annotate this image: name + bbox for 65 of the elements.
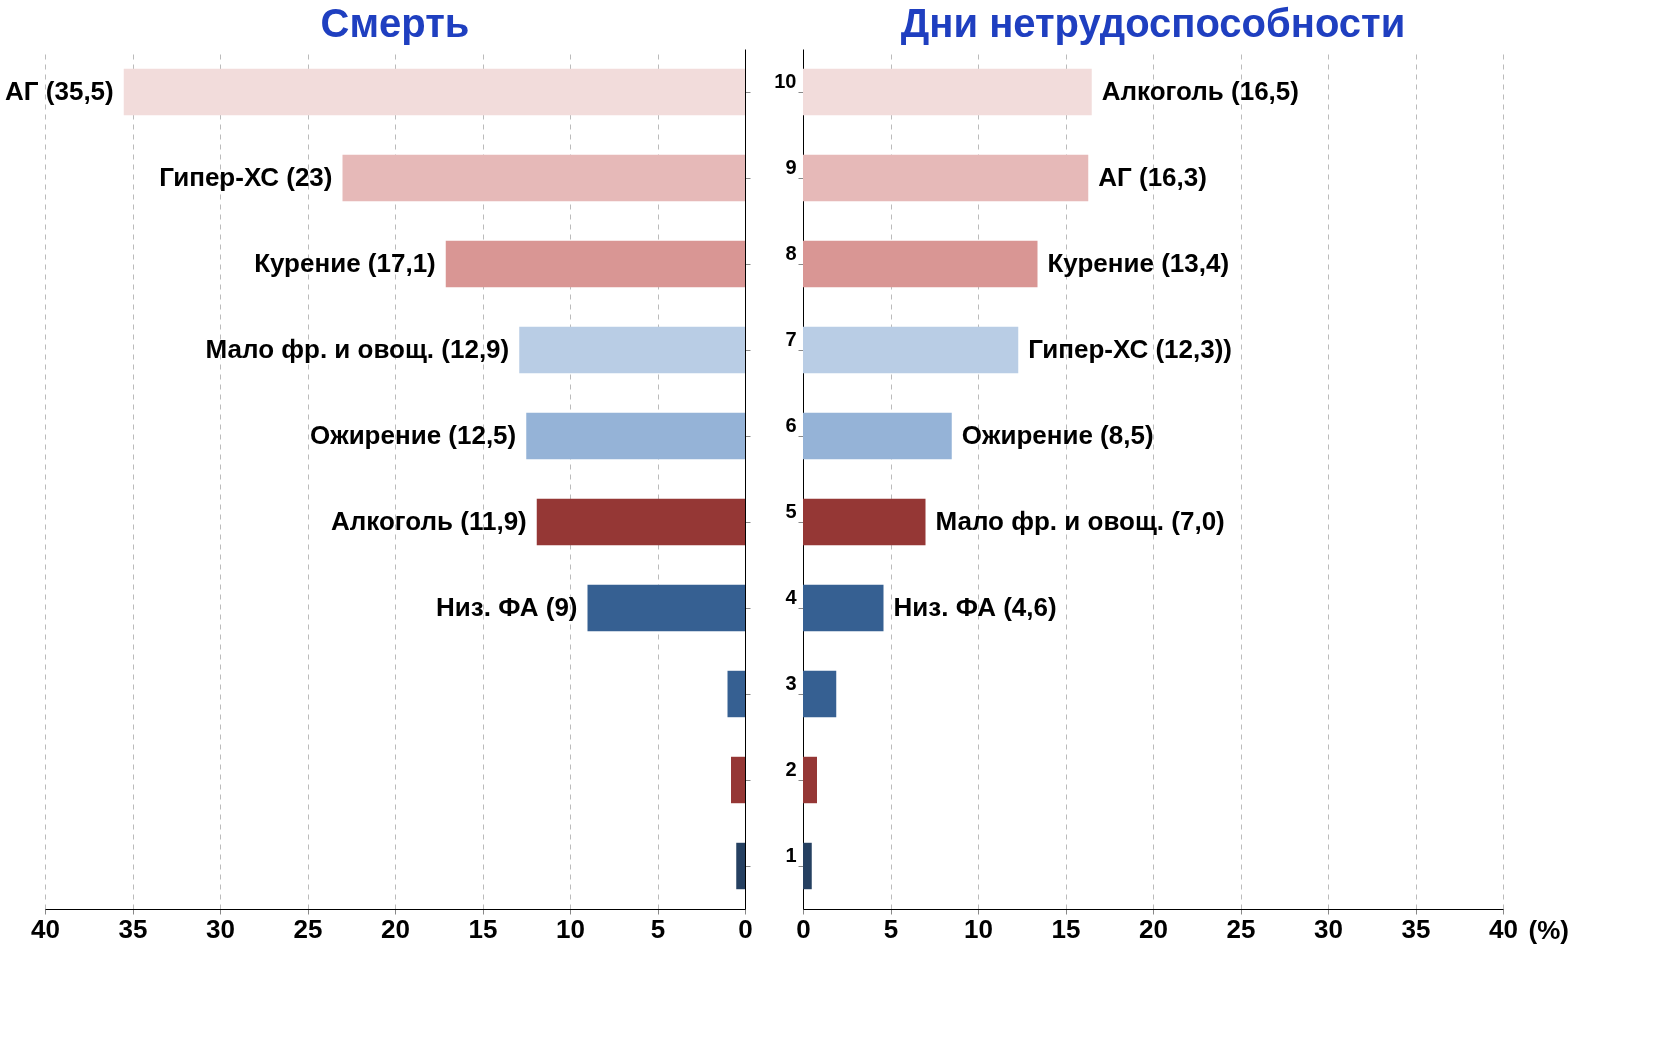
y-tick-label: 4: [785, 586, 798, 608]
data-label: Алкоголь (11,9): [330, 506, 527, 536]
data-label: Ожирение (12,5): [309, 420, 517, 450]
x-tick-label: 20: [381, 913, 410, 944]
x-axis-title: (%): [1528, 914, 1569, 945]
bar: [803, 68, 1092, 116]
x-tick-label: 30: [206, 913, 235, 944]
data-label: Мало фр. и овощ. (7,0): [935, 506, 1225, 536]
y-tick-label: 6: [785, 414, 797, 436]
x-tick-label: 40: [31, 913, 60, 944]
x-tick-label: 5: [883, 913, 899, 944]
x-tick-label: 30: [1314, 913, 1343, 944]
x-tick-label: 0: [738, 913, 753, 944]
bar: [803, 412, 952, 460]
bar: [123, 68, 745, 116]
x-tick-label: 10: [556, 913, 585, 944]
chart-title: Дни нетрудоспособности: [900, 1, 1406, 45]
bar: [519, 326, 745, 374]
data-label: АГ (35,5): [5, 76, 114, 106]
bar: [803, 584, 884, 632]
bar: [803, 498, 926, 546]
data-label: Ожирение (8,5): [961, 420, 1154, 450]
x-tick-label: 10: [964, 913, 993, 944]
y-tick-label: 8: [785, 242, 797, 264]
data-label: Курение (17,1): [254, 248, 436, 278]
bar: [342, 154, 745, 202]
data-label: Низ. ФА (9): [436, 592, 578, 622]
bar: [526, 412, 745, 460]
x-tick-label: 15: [468, 913, 498, 944]
bar: [803, 842, 812, 890]
y-tick-label: 1: [785, 844, 797, 866]
x-tick-label: 15: [1051, 913, 1081, 944]
y-tick-label: 2: [785, 758, 797, 780]
bar: [587, 584, 745, 632]
x-tick-label: 25: [1226, 913, 1256, 944]
data-label: АГ (16,3): [1098, 162, 1207, 192]
x-tick-label: 40: [1489, 913, 1518, 944]
y-tick-label: 9: [785, 156, 797, 178]
data-label: Гипер-ХС (23): [159, 162, 333, 192]
y-tick-label: 5: [785, 500, 797, 522]
bar: [445, 240, 745, 288]
x-tick-label: 20: [1139, 913, 1168, 944]
y-tick-label: 3: [785, 672, 797, 694]
data-label: Гипер-ХС (12,3)): [1028, 334, 1232, 364]
chart-title: Смерть: [320, 1, 470, 45]
x-tick-label: 0: [796, 913, 811, 944]
y-tick-label: 7: [785, 328, 797, 350]
bar: [803, 670, 837, 718]
bar: [803, 326, 1019, 374]
bar: [731, 756, 745, 804]
x-tick-label: 35: [118, 913, 148, 944]
bar: [727, 670, 745, 718]
bar: [803, 154, 1089, 202]
bar: [803, 240, 1038, 288]
data-label: Мало фр. и овощ. (12,9): [205, 334, 510, 364]
data-label: Курение (13,4): [1047, 248, 1230, 278]
x-tick-label: 5: [650, 913, 666, 944]
x-tick-label: 35: [1401, 913, 1431, 944]
bar: [536, 498, 745, 546]
data-label: Алкоголь (16,5): [1101, 76, 1299, 106]
y-tick-label: 10: [774, 70, 797, 92]
bar: [736, 842, 745, 890]
bar: [803, 756, 817, 804]
x-tick-label: 25: [293, 913, 323, 944]
data-label: Низ. ФА (4,6): [893, 592, 1057, 622]
